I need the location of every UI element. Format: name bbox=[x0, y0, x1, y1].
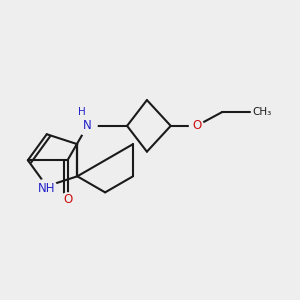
Text: O: O bbox=[192, 119, 201, 132]
Text: NH: NH bbox=[38, 182, 56, 195]
Ellipse shape bbox=[61, 193, 75, 207]
Ellipse shape bbox=[78, 116, 97, 136]
Ellipse shape bbox=[190, 119, 204, 133]
Text: CH₃: CH₃ bbox=[252, 107, 272, 117]
Ellipse shape bbox=[37, 179, 56, 193]
Text: O: O bbox=[63, 194, 72, 206]
Text: H: H bbox=[78, 107, 86, 117]
Text: N: N bbox=[83, 119, 92, 132]
